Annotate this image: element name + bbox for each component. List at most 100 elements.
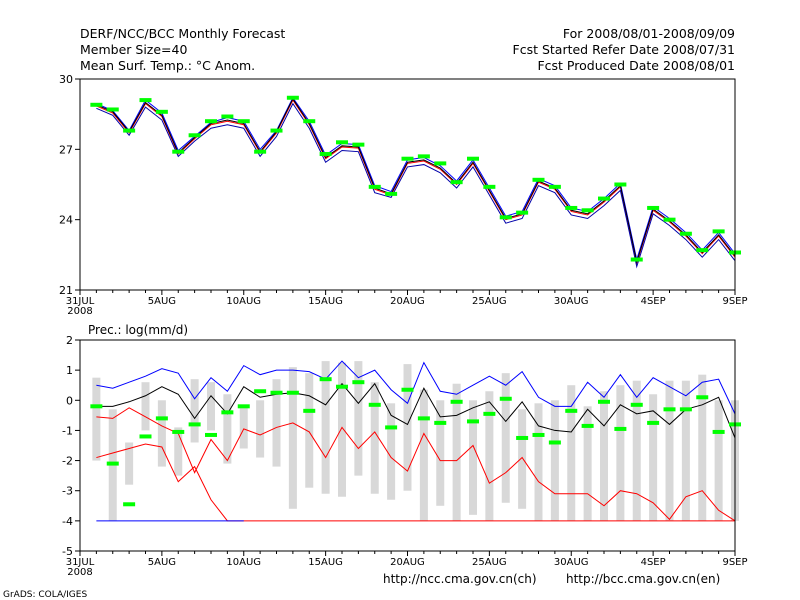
spread-box-day-17 [354,361,363,476]
marker-day-27 [516,435,529,440]
y-tick-label: -3 [62,485,73,498]
marker-day-35 [647,205,660,210]
marker-day-24 [467,156,479,161]
marker-day-5 [155,109,168,114]
marker-day-14 [303,119,316,124]
marker-day-31 [581,423,594,428]
marker-day-28 [532,432,545,437]
y-tick-label: 2 [66,334,73,347]
x-tick-label: 20AUG [390,557,425,568]
spread-box-day-7 [190,379,199,443]
x-tick-label: 31JUL [66,296,95,307]
series-line-below [96,102,736,269]
marker-day-9 [221,410,234,415]
header-left-line-2: Member Size=40 [80,42,187,57]
spread-box-day-39 [714,400,723,521]
spread-box-day-35 [649,394,658,521]
spread-box-day-34 [632,380,641,521]
spread-box-day-10 [239,406,248,449]
marker-day-23 [450,399,463,404]
grads-credit: GrADS: COLA/IGES [3,590,87,600]
y-tick-label: -1 [62,424,73,437]
marker-day-37 [679,407,692,412]
spread-box-day-27 [518,409,527,509]
spread-box-day-11 [256,400,265,458]
spread-box-day-8 [207,382,215,431]
x-tick-year-label: 2008 [67,567,92,578]
marker-day-25 [483,184,496,189]
x-tick-label: 9SEP [722,557,747,568]
marker-day-29 [548,440,561,445]
header-right-line-2: Fcst Started Refer Date 2008/07/31 [513,42,736,57]
x-tick-label: 10AUG [226,296,261,307]
y-tick-label: 30 [59,73,73,86]
marker-day-25 [483,411,496,416]
spread-box-day-30 [567,385,576,521]
marker-day-33 [614,426,627,431]
spread-box-day-36 [665,380,674,521]
series-line-min [96,443,735,522]
x-tick-label: 20AUG [390,296,425,307]
marker-day-19 [385,191,398,196]
marker-day-12 [270,390,283,395]
marker-day-1 [90,102,103,107]
spread-box-day-12 [272,379,281,467]
marker-day-16 [336,384,348,389]
spread-box-day-24 [469,400,477,515]
marker-day-10 [237,119,250,124]
spread-box-day-22 [436,400,445,506]
marker-day-37 [679,231,692,236]
y-tick-label: 0 [66,394,73,407]
x-tick-label: 5AUG [148,557,176,568]
spread-box-day-3 [125,442,134,485]
series-line-upper [96,96,736,262]
marker-day-39 [712,229,725,234]
marker-day-26 [499,215,512,220]
header-left-line-3: Mean Surf. Temp.: °C Anom. [80,58,255,73]
x-tick-label: 5AUG [148,296,176,307]
marker-day-33 [614,182,627,187]
marker-day-12 [270,128,283,133]
spread-box-day-15 [321,361,330,494]
marker-day-18 [368,184,381,189]
series-line-mean [96,382,736,439]
spread-box-day-26 [501,373,510,503]
spread-box-day-29 [550,400,559,521]
x-tick-year-label: 2008 [67,306,92,317]
marker-day-13 [286,390,299,395]
header-right-line-1: For 2008/08/01-2008/09/09 [563,26,735,41]
marker-day-27 [516,210,529,215]
spread-box-day-13 [288,367,297,509]
marker-day-35 [647,420,660,425]
marker-day-17 [352,380,365,385]
marker-day-23 [450,180,463,185]
marker-day-11 [254,389,267,394]
spread-box-day-16 [338,362,346,497]
marker-day-20 [401,387,414,392]
marker-day-19 [385,425,398,430]
marker-day-15 [319,377,332,382]
marker-day-34 [630,402,643,407]
x-tick-label: 15AUG [308,296,343,307]
y-tick-label: -2 [62,455,73,468]
spread-box-day-28 [534,403,543,521]
marker-day-26 [499,396,512,401]
marker-day-38 [696,395,709,400]
marker-day-21 [417,416,430,421]
spread-box-day-20 [403,364,412,491]
x-tick-label: 25AUG [472,557,507,568]
x-tick-label: 15AUG [308,557,343,568]
y-tick-label: -5 [62,545,73,558]
series-line-mean [96,97,736,264]
url-ch-link[interactable]: http://ncc.cma.gov.cn(ch) [383,572,537,586]
marker-day-8 [205,432,217,437]
series-line-upper [96,360,736,415]
spread-box-day-19 [387,403,396,500]
marker-day-8 [205,119,217,124]
url-en-link[interactable]: http://bcc.cma.gov.cn(en) [566,572,720,586]
y-tick-label: 27 [59,143,73,156]
marker-day-6 [172,429,185,434]
marker-day-7 [188,422,201,427]
